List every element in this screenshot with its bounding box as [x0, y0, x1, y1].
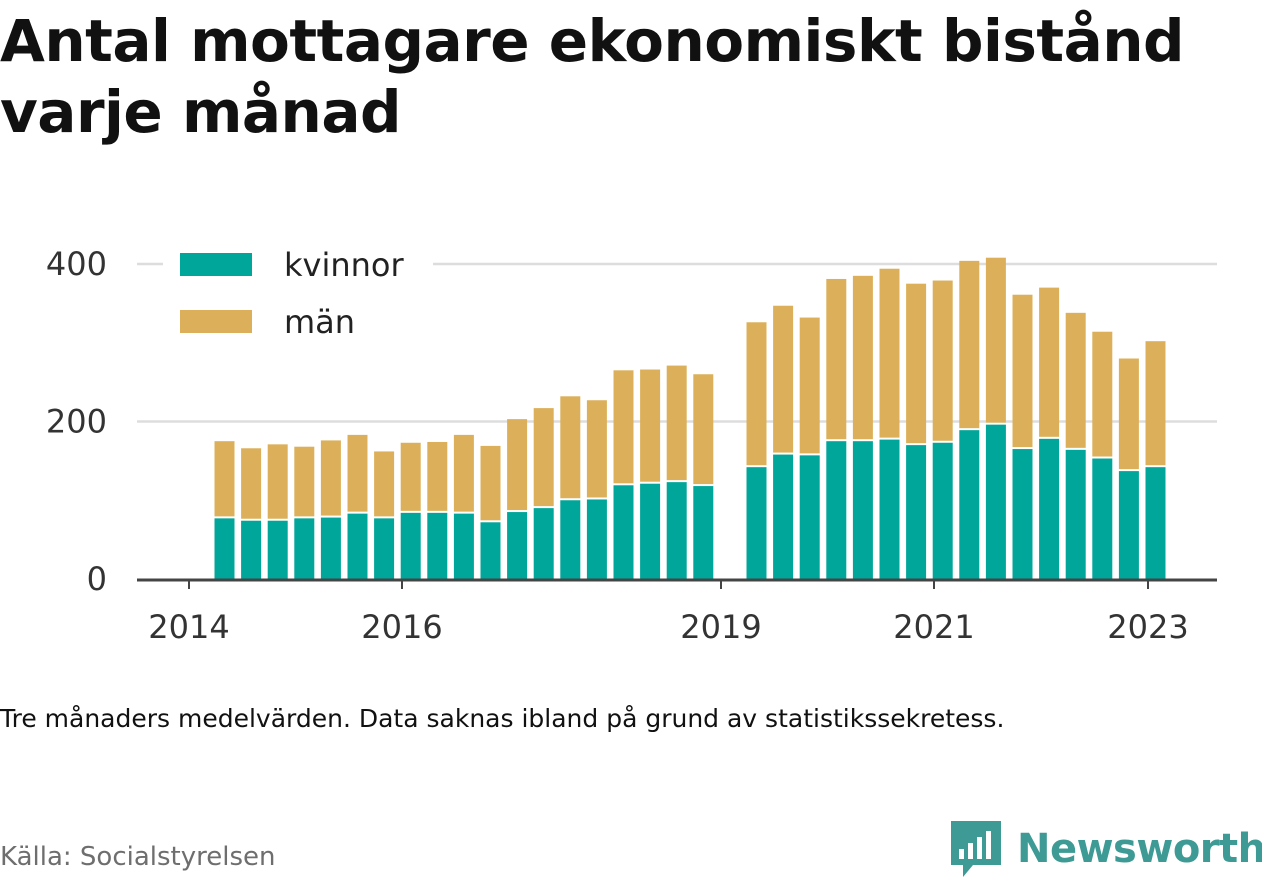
bar-man [852, 275, 873, 440]
bar-kvinnor [1118, 471, 1139, 579]
bar-man [586, 400, 607, 498]
bar-man [1145, 341, 1166, 466]
source-label: Källa: Socialstyrelsen [0, 842, 276, 872]
bar-man [241, 448, 262, 519]
y-axis: 0 200 400 [46, 245, 107, 598]
bar-kvinnor [613, 485, 634, 579]
bar-man [320, 440, 341, 516]
bar-man [1065, 312, 1086, 448]
bar-man [932, 280, 953, 441]
bars [214, 257, 1166, 579]
bar-kvinnor [374, 518, 395, 579]
bar-kvinnor [826, 441, 847, 579]
bar-man [773, 305, 794, 453]
bar-kvinnor [214, 518, 235, 579]
bar-man [693, 374, 714, 485]
chart-note: Tre månaders medelvärden. Data saknas ib… [0, 704, 1005, 733]
bar-chart: 2014 2016 2019 2021 2023 0 200 400 kvinnor män [45, 236, 1217, 646]
bar-man [1039, 287, 1060, 437]
x-tick-label: 2023 [1107, 608, 1188, 646]
bar-man [560, 396, 581, 499]
newsworthy-chart-bubble-icon [951, 821, 1001, 877]
legend: kvinnor män [163, 236, 433, 346]
bar-kvinnor [693, 486, 714, 579]
bar-kvinnor [852, 441, 873, 579]
bar-man [1012, 294, 1033, 448]
y-tick-label: 200 [46, 403, 107, 441]
bar-man [640, 369, 661, 482]
bar-kvinnor [586, 499, 607, 579]
bar-kvinnor [507, 512, 528, 579]
bar-man [400, 442, 421, 511]
bar-kvinnor [773, 454, 794, 579]
bar-man [267, 444, 288, 519]
bar-kvinnor [799, 455, 820, 579]
y-tick-label: 0 [87, 560, 107, 598]
bar-kvinnor [985, 424, 1006, 579]
bar-kvinnor [932, 442, 953, 579]
bar-kvinnor [906, 445, 927, 579]
bar-man [453, 434, 474, 512]
bar-man [879, 268, 900, 438]
bar-man [427, 441, 448, 511]
bar-kvinnor [453, 513, 474, 579]
bar-kvinnor [1145, 467, 1166, 579]
bar-man [214, 441, 235, 517]
bar-man [294, 446, 315, 517]
bar-man [347, 434, 368, 512]
bar-kvinnor [746, 467, 767, 579]
x-axis: 2014 2016 2019 2021 2023 [137, 578, 1217, 646]
bar-kvinnor [241, 520, 262, 579]
bar-kvinnor [320, 517, 341, 579]
bar-kvinnor [1092, 458, 1113, 579]
bar-man [826, 278, 847, 440]
legend-label-man: män [284, 303, 355, 341]
x-tick-label: 2019 [680, 608, 761, 646]
bar-kvinnor [480, 522, 501, 579]
bar-kvinnor [560, 500, 581, 579]
bar-kvinnor [666, 482, 687, 579]
bar-man [799, 317, 820, 454]
bar-kvinnor [400, 512, 421, 579]
bar-man [1118, 358, 1139, 470]
bar-man [533, 408, 554, 507]
bar-kvinnor [959, 430, 980, 579]
bar-man [480, 445, 501, 521]
bar-man [507, 419, 528, 511]
bar-man [985, 257, 1006, 423]
y-tick-label: 400 [46, 245, 107, 283]
bar-kvinnor [267, 520, 288, 579]
bar-kvinnor [347, 513, 368, 579]
bar-kvinnor [1065, 449, 1086, 579]
x-tick-label: 2021 [893, 608, 974, 646]
brand: Newsworthy [951, 818, 1262, 880]
bar-man [666, 365, 687, 481]
bar-kvinnor [533, 508, 554, 579]
bar-kvinnor [427, 512, 448, 579]
bar-man [746, 322, 767, 466]
bar-kvinnor [640, 483, 661, 579]
bar-kvinnor [1012, 449, 1033, 579]
bar-man [1092, 331, 1113, 457]
bar-kvinnor [879, 439, 900, 579]
x-tick-label: 2016 [361, 608, 442, 646]
bar-man [906, 283, 927, 444]
chart-title: Antal mottagare ekonomiskt bistånd varje… [0, 7, 1185, 146]
bar-kvinnor [1039, 438, 1060, 579]
legend-label-kvinnor: kvinnor [284, 246, 405, 284]
bar-man [374, 451, 395, 517]
bar-kvinnor [294, 518, 315, 579]
legend-swatch-man [180, 310, 252, 333]
x-tick-label: 2014 [148, 608, 229, 646]
bar-man [959, 260, 980, 429]
legend-swatch-kvinnor [180, 253, 252, 276]
brand-name: Newsworthy [1017, 826, 1262, 872]
bar-man [613, 370, 634, 484]
